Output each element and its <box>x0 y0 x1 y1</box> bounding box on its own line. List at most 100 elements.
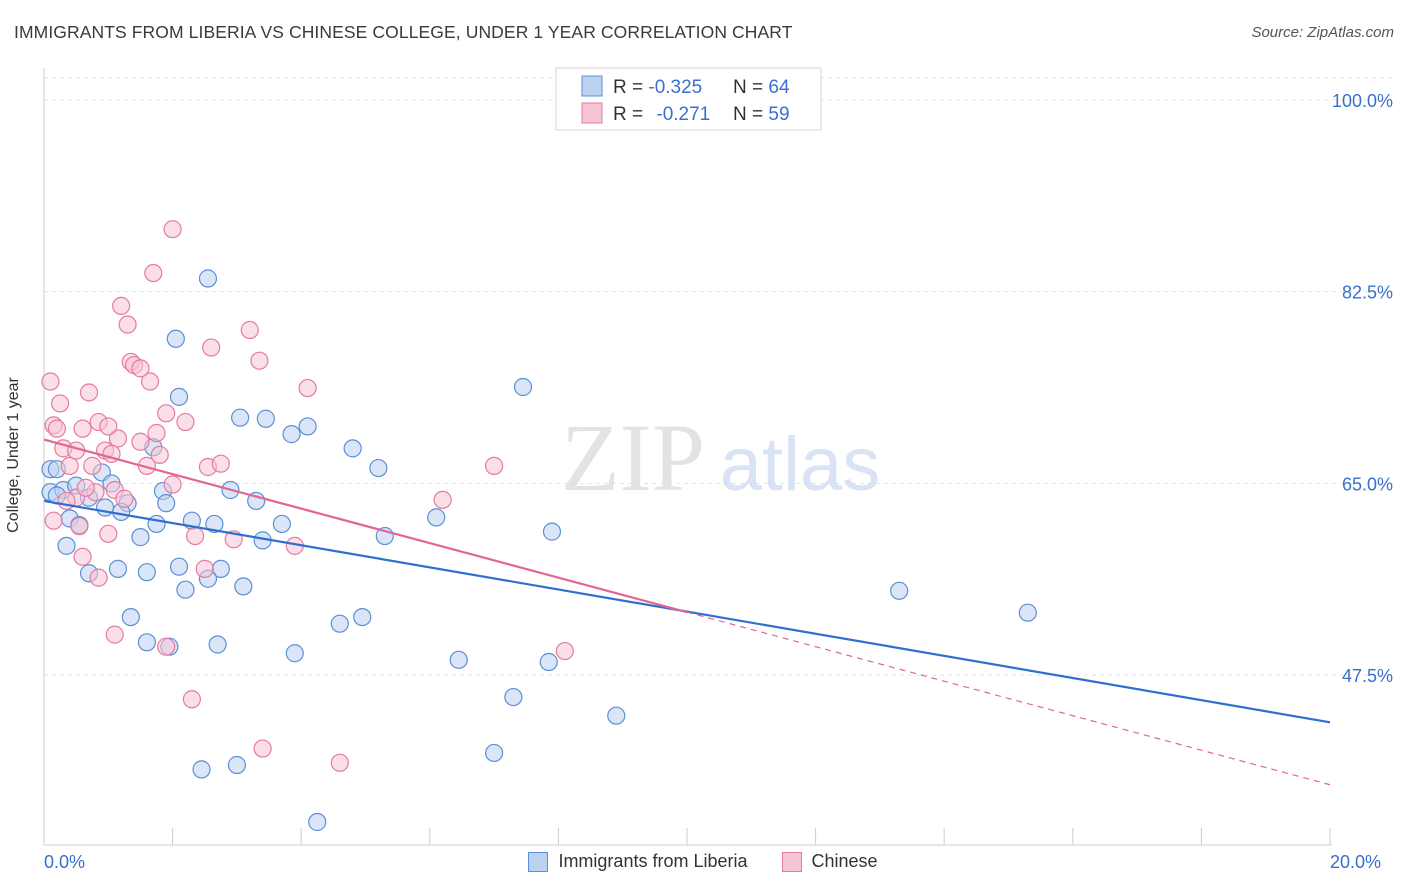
legend-n-value: 64 <box>768 77 790 98</box>
point-liberia <box>343 439 362 458</box>
legend-swatch-liberia <box>528 851 549 872</box>
point-liberia <box>198 269 218 288</box>
watermark-zip: ZIP <box>561 404 705 511</box>
series-chinese-points <box>41 220 574 772</box>
point-chinese <box>44 511 63 530</box>
point-liberia <box>539 652 558 672</box>
y-tick-labels: 47.5% 65.0% 82.5% 100.0% <box>1332 91 1393 686</box>
point-liberia <box>169 557 189 576</box>
point-liberia <box>208 635 227 654</box>
point-chinese <box>555 641 574 661</box>
point-chinese <box>140 372 160 391</box>
chart-title: IMMIGRANTS FROM LIBERIA VS CHINESE COLLE… <box>14 22 793 42</box>
point-chinese <box>157 404 176 423</box>
point-chinese <box>150 445 169 465</box>
y-axis-label: College, Under 1 year <box>5 377 22 533</box>
legend-swatch-chinese <box>781 851 802 872</box>
point-chinese <box>163 475 182 494</box>
legend-label-chinese: Chinese <box>811 851 878 871</box>
point-chinese <box>298 378 317 398</box>
x-tick-min: 0.0% <box>44 852 86 872</box>
point-chinese <box>163 220 182 239</box>
point-chinese <box>112 296 131 316</box>
point-liberia <box>234 577 253 596</box>
point-chinese <box>253 739 272 758</box>
point-liberia <box>121 607 140 627</box>
point-chinese <box>83 456 102 475</box>
point-chinese <box>485 456 504 475</box>
svg-text:R = -0.271: R = -0.271 <box>613 104 710 125</box>
point-liberia <box>369 458 388 478</box>
svg-text:R = -0.325: R = -0.325 <box>613 77 702 98</box>
legend-r-label: R = <box>613 104 648 125</box>
point-liberia <box>147 514 166 534</box>
legend-n-value: 59 <box>768 104 789 125</box>
legend-r-value: -0.271 <box>656 104 710 125</box>
series-liberia-points <box>41 269 1037 832</box>
point-liberia <box>1018 603 1037 622</box>
point-liberia <box>542 522 562 541</box>
trend-line-chinese-dashed <box>686 611 1331 786</box>
point-liberia <box>308 812 327 832</box>
point-chinese <box>182 690 201 709</box>
point-chinese <box>70 517 89 536</box>
point-chinese <box>250 351 269 370</box>
bottom-legend: Immigrants from Liberia Chinese <box>0 851 1406 872</box>
point-chinese <box>108 429 128 448</box>
point-chinese <box>41 372 60 391</box>
point-liberia <box>131 528 150 547</box>
point-liberia <box>227 755 246 775</box>
point-chinese <box>211 454 230 473</box>
point-chinese <box>76 478 95 497</box>
point-chinese <box>157 637 176 656</box>
point-chinese <box>105 625 124 644</box>
legend-item-chinese[interactable]: Chinese <box>781 851 878 872</box>
legend-item-liberia[interactable]: Immigrants from Liberia <box>528 851 748 872</box>
point-liberia <box>169 387 189 406</box>
point-chinese <box>202 338 221 357</box>
legend-label-liberia: Immigrants from Liberia <box>558 851 748 871</box>
y-tick-label: 100.0% <box>1332 91 1393 111</box>
point-chinese <box>79 383 99 402</box>
y-tick-label: 47.5% <box>1342 666 1393 686</box>
point-liberia <box>513 377 533 397</box>
y-tick-label: 82.5% <box>1342 283 1393 303</box>
point-liberia <box>504 687 523 707</box>
point-chinese <box>144 263 163 283</box>
y-tick-label: 65.0% <box>1342 474 1393 494</box>
point-chinese <box>50 394 70 413</box>
point-chinese <box>73 547 92 566</box>
point-liberia <box>485 743 504 763</box>
trend-lines <box>43 438 1331 786</box>
point-chinese <box>147 423 166 443</box>
point-chinese <box>115 489 134 508</box>
point-chinese <box>73 419 92 438</box>
point-chinese <box>131 432 150 451</box>
point-liberia <box>890 581 909 600</box>
point-chinese <box>240 320 259 340</box>
point-chinese <box>330 753 349 772</box>
watermark-atlas: atlas <box>720 422 881 507</box>
point-liberia <box>137 563 156 582</box>
x-tick-max: 20.0% <box>1330 852 1382 872</box>
point-liberia <box>176 580 195 599</box>
point-chinese <box>99 417 118 436</box>
point-liberia <box>272 514 292 534</box>
legend-r-label: R = <box>613 77 648 98</box>
point-chinese <box>186 526 205 546</box>
point-chinese <box>47 419 66 438</box>
legend-box: R = -0.325 N = 64 R = -0.271 N = 59 <box>555 67 822 131</box>
point-chinese <box>89 568 108 587</box>
point-liberia <box>282 425 301 444</box>
point-liberia <box>108 559 128 578</box>
point-chinese <box>99 524 118 543</box>
point-liberia <box>57 536 76 555</box>
svg-text:N = 59: N = 59 <box>733 104 790 125</box>
point-liberia <box>256 409 275 428</box>
legend-r-value: -0.325 <box>648 77 702 98</box>
point-chinese <box>118 315 137 334</box>
point-liberia <box>137 633 156 652</box>
point-liberia <box>607 706 626 725</box>
point-chinese <box>195 559 214 578</box>
